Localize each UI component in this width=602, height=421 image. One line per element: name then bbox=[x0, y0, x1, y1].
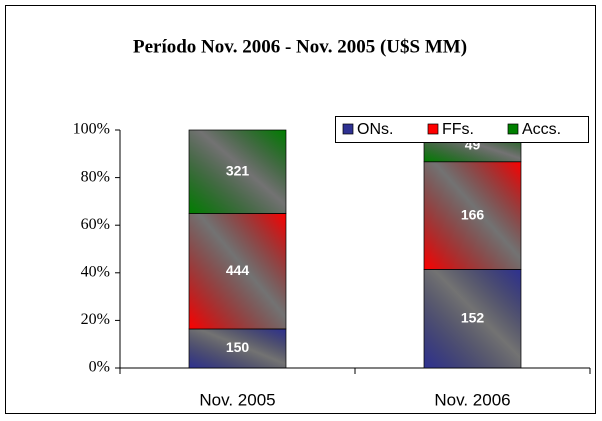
data-label: 321 bbox=[226, 162, 250, 178]
bar-segment bbox=[188, 328, 287, 369]
legend-label: FFs. bbox=[442, 121, 474, 138]
data-label: 152 bbox=[461, 309, 485, 325]
y-tick-label: 80% bbox=[81, 168, 110, 185]
y-tick-label: 100% bbox=[73, 121, 110, 138]
legend-frame bbox=[335, 116, 589, 143]
x-tick-label: Nov. 2006 bbox=[434, 390, 510, 409]
y-tick-label: 0% bbox=[89, 359, 110, 376]
bar-segment bbox=[188, 129, 287, 214]
y-tick-label: 40% bbox=[81, 263, 110, 280]
bar-segment bbox=[423, 269, 522, 369]
data-label: 150 bbox=[226, 339, 250, 355]
legend-swatch bbox=[342, 123, 354, 135]
legend-label: ONs. bbox=[357, 121, 393, 138]
data-label: 444 bbox=[226, 262, 250, 278]
data-label: 166 bbox=[461, 206, 485, 222]
y-tick-label: 20% bbox=[81, 311, 110, 328]
bar-segment bbox=[423, 161, 522, 270]
legend-swatch bbox=[427, 123, 439, 135]
legend: ONs. FFs. Accs. bbox=[335, 116, 589, 143]
bar-segment bbox=[188, 213, 287, 330]
chart-title: Período Nov. 2006 - Nov. 2005 (U$S MM) bbox=[133, 36, 467, 57]
x-tick-label: Nov. 2005 bbox=[199, 390, 275, 409]
legend-swatch bbox=[507, 123, 519, 135]
y-tick-label: 60% bbox=[81, 216, 110, 233]
legend-label: Accs. bbox=[522, 121, 561, 138]
